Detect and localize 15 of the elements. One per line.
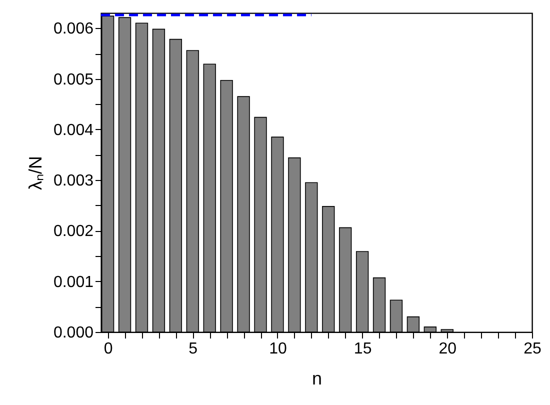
x-tick-label: 10 — [269, 340, 287, 358]
y-axis-title: λₙ/N — [25, 156, 46, 190]
x-tick-label: 15 — [354, 340, 372, 358]
y-tick-label: 0.005 — [53, 71, 94, 88]
y-tick-label: 0.003 — [53, 172, 94, 190]
y-tick-label: 0.006 — [53, 20, 94, 38]
y-tick-label: 0.000 — [53, 324, 94, 342]
y-tick-label: 0.004 — [53, 122, 94, 139]
y-tick-label: 0.001 — [53, 274, 94, 291]
x-tick-label: 5 — [188, 340, 198, 358]
x-tick-label: 20 — [438, 340, 457, 358]
x-axis-title: n — [312, 368, 322, 388]
x-tick-label: 25 — [524, 340, 542, 358]
x-tick-label: 0 — [104, 340, 113, 358]
y-tick-label: 0.002 — [53, 223, 94, 240]
